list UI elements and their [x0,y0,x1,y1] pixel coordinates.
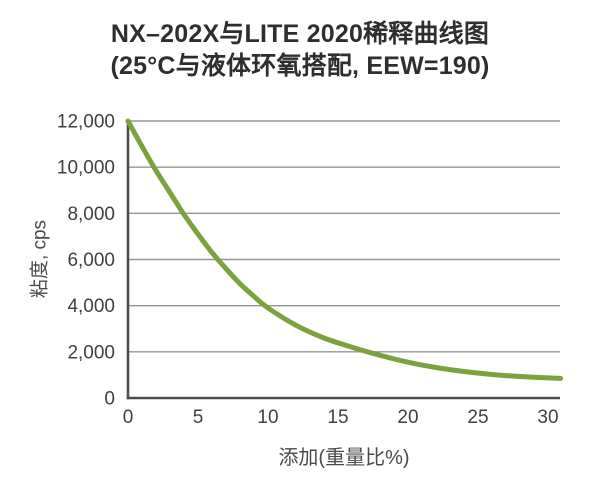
y-tick-label: 6,000 [67,250,115,271]
y-tick-label: 2,000 [67,342,115,363]
x-tick-label: 10 [257,407,278,428]
chart-subtitle: (25°C与液体环氧搭配, EEW=190) [110,52,490,80]
x-tick-label: 0 [123,407,134,428]
x-tick-label: 20 [397,407,418,428]
x-tick-label: 25 [467,407,488,428]
y-tick-label: 0 [104,389,115,410]
y-tick-label: 12,000 [57,112,115,133]
x-tick-label: 30 [537,407,558,428]
y-tick-label: 10,000 [57,158,115,179]
y-tick-label: 4,000 [67,296,115,317]
dilution-curve [125,118,564,381]
x-tick-label: 5 [193,407,204,428]
x-axis-title: 添加(重量比%) [278,447,410,469]
y-tick-label: 8,000 [67,204,115,225]
y-axis-title: 粘度, cps [29,219,51,299]
x-tick-label: 15 [327,407,348,428]
chart-title: NX–202X与LITE 2020稀释曲线图 [110,20,490,48]
